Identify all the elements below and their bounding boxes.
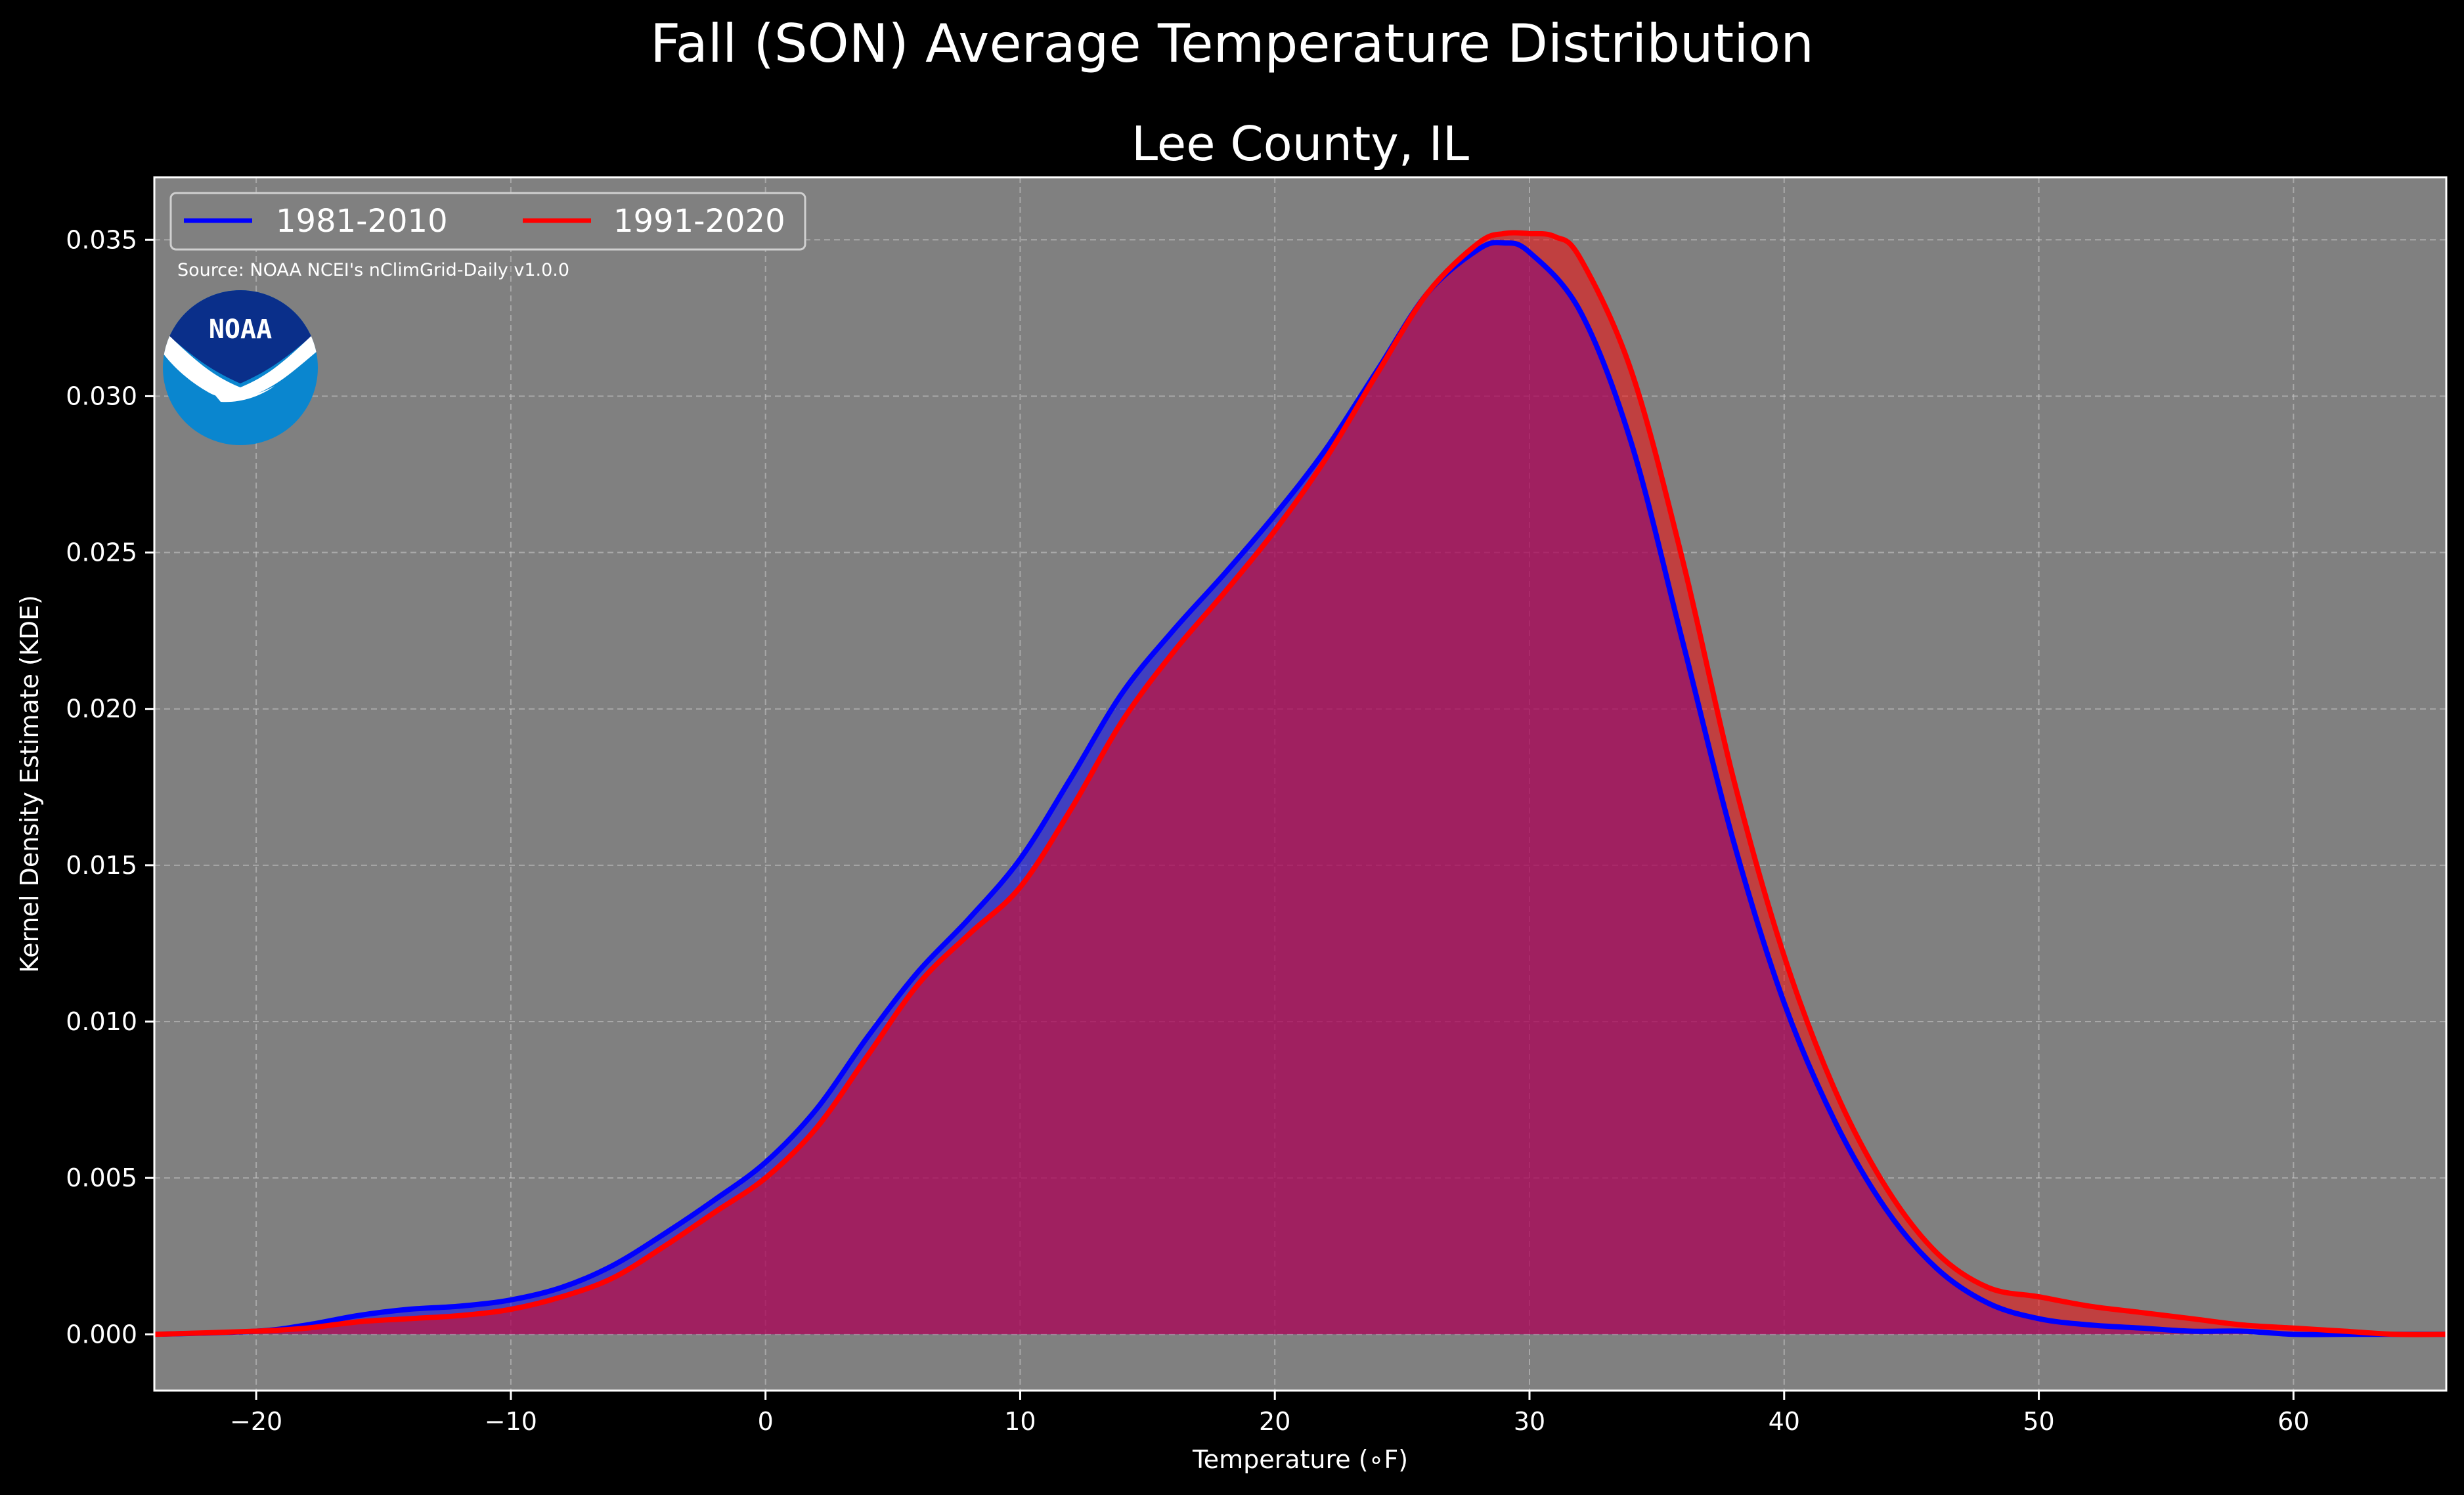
logo-upper-half [163, 290, 318, 383]
logo-bird-tail [214, 386, 275, 402]
x-tick-label: −10 [485, 1407, 537, 1436]
x-tick-label: 50 [2023, 1407, 2054, 1436]
y-axis-ticks: 0.000 0.005 0.010 0.015 0.020 0.025 0.030 0.035 [66, 225, 154, 1349]
x-tick-label: 20 [1259, 1407, 1290, 1436]
x-tick-label: 60 [2277, 1407, 2309, 1436]
logo-text: NOAA [209, 314, 272, 345]
series-layer [154, 230, 2446, 1337]
x-axis-label: Temperature (∘F) [1192, 1445, 1408, 1474]
series-fill-1991-2020 [154, 232, 2446, 1335]
legend-label-1981-2010: 1981-2010 [276, 203, 448, 240]
y-tick-label: 0.010 [66, 1007, 137, 1036]
noaa-logo: NOAA [163, 290, 318, 445]
source-note: Source: NOAA NCEI's nClimGrid-Daily v1.0… [177, 260, 569, 280]
chart-title: Lee County, IL [1132, 116, 1469, 171]
y-tick-label: 0.000 [66, 1320, 137, 1349]
series-line-1991-2020 [154, 230, 2446, 1337]
x-tick-label: 40 [1769, 1407, 1800, 1436]
y-tick-label: 0.030 [66, 381, 137, 410]
legend-label-1991-2020: 1991-2020 [613, 203, 785, 240]
y-tick-label: 0.035 [66, 225, 137, 254]
y-tick-label: 0.005 [66, 1163, 137, 1192]
logo-bird-wave [163, 330, 318, 399]
x-tick-label: 0 [758, 1407, 774, 1436]
legend-box [169, 192, 806, 251]
x-tick-label: −20 [230, 1407, 282, 1436]
y-tick-label: 0.025 [66, 538, 137, 567]
x-tick-label: 10 [1004, 1407, 1036, 1436]
y-axis-label: Kernel Density Estimate (KDE) [15, 595, 44, 973]
x-tick-label: 30 [1514, 1407, 1545, 1436]
x-axis-ticks: −20 −10 0 10 20 30 40 50 60 [230, 1391, 2310, 1436]
plot-frame [153, 176, 2448, 1392]
figure-suptitle: Fall (SON) Average Temperature Distribut… [650, 13, 1814, 74]
y-tick-label: 0.015 [66, 851, 137, 880]
legend: 1981-2010 1991-2020 [169, 192, 806, 251]
y-tick-label: 0.020 [66, 695, 137, 724]
